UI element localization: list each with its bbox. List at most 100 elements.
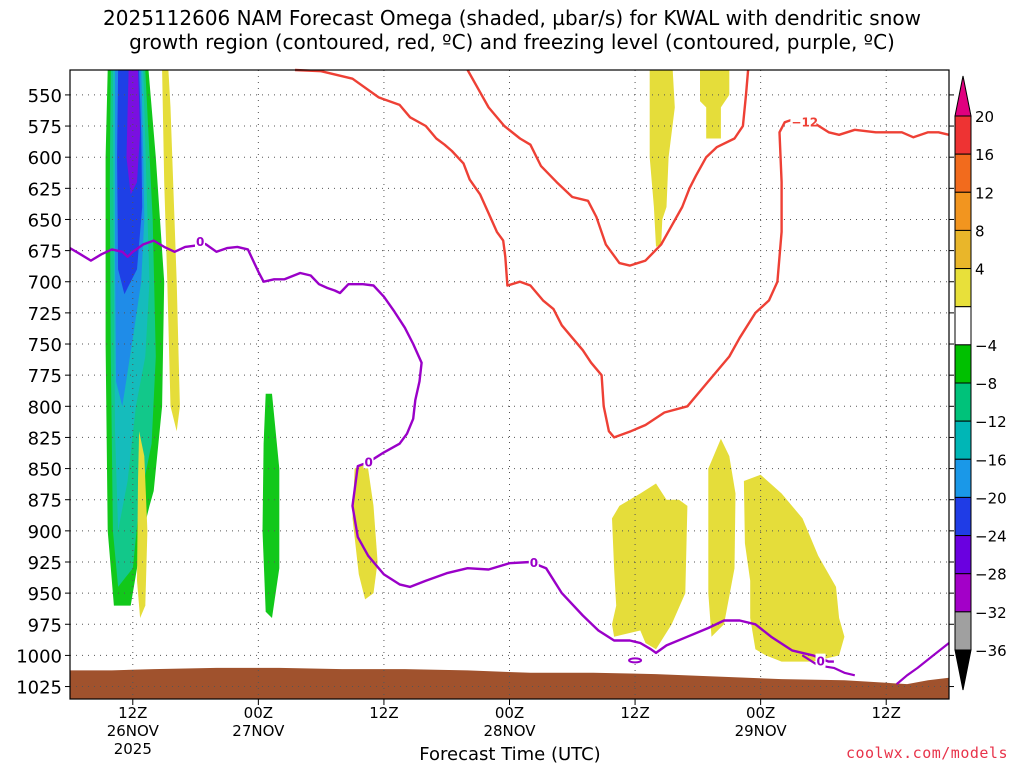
colorbar-arrow-bottom: [954, 649, 972, 691]
chart-title: 2025112606 NAM Forecast Omega (shaded, µ…: [0, 6, 1024, 54]
ytick-label-900: 900: [28, 522, 62, 543]
colorbar-label-5: −4: [975, 337, 997, 355]
shade-yellow-low-2: [708, 438, 736, 637]
xtick-label-72: 00Z: [746, 704, 775, 722]
purple-contour-tail: [801, 654, 856, 677]
ytick-label-1025: 1025: [16, 678, 62, 699]
colorbar-cell-7: [954, 382, 972, 422]
colorbar-label-9: −20: [975, 489, 1007, 507]
y-axis: 550 575 600 625 650 675 700 725 750 775 800 825 850 8…: [16, 86, 954, 699]
shade-green-27nov: [262, 393, 280, 618]
xtick-date-24: 27NOV: [232, 722, 285, 740]
ytick-label-575: 575: [28, 117, 62, 138]
colorbar-cell-10: [954, 496, 972, 537]
shade-yellow-low-3: [743, 474, 845, 662]
purple-contour-main: [69, 239, 834, 663]
xtick-label-84: 12Z: [872, 704, 901, 722]
colorbar-cell-3: [954, 229, 972, 270]
colorbar-label-10: −24: [975, 528, 1007, 546]
colorbar-cell-8: [954, 420, 972, 460]
colorbar-label-13: −36: [975, 642, 1007, 660]
xtick-date-72: 29NOV: [735, 722, 788, 740]
shade-yellow-27nov: [352, 462, 378, 600]
ytick-label-550: 550: [28, 86, 62, 107]
xtick-label-24: 00Z: [244, 704, 273, 722]
colorbar-label-1: 16: [975, 146, 994, 164]
xtick-year-12: 2025: [114, 740, 152, 758]
xtick-label-48: 00Z: [495, 704, 524, 722]
ytick-label-625: 625: [28, 179, 62, 200]
colorbar: 20 16 12 8 4 −4 −8 −12 −16 −20 −24 −28 −32 −36: [954, 75, 1007, 691]
ytick-label-700: 700: [28, 273, 62, 294]
colorbar-cell-0: [954, 115, 972, 155]
ytick-label-775: 775: [28, 366, 62, 387]
colorbar-arrow-top: [954, 75, 972, 117]
red-contour-label: −12: [791, 115, 818, 129]
ytick-label-975: 975: [28, 615, 62, 636]
ytick-label-650: 650: [28, 210, 62, 231]
xtick-date-12: 26NOV: [107, 722, 160, 740]
xtick-date-48: 28NOV: [483, 722, 536, 740]
colorbar-cell-2: [954, 191, 972, 231]
ground-layer: [70, 667, 949, 699]
credit-link[interactable]: coolwx.com/models: [845, 744, 1008, 762]
xtick-label-60: 12Z: [620, 704, 649, 722]
xtick-label-12: 12Z: [118, 704, 147, 722]
shade-yellow-low-1: [612, 483, 688, 650]
colorbar-cell-13: [954, 611, 972, 651]
red-contour-2: [466, 69, 750, 267]
ytick-label-1000: 1000: [16, 646, 62, 667]
ytick-label-950: 950: [28, 584, 62, 605]
colorbar-cell-5: [954, 306, 972, 346]
contours: −12 0 0 0 0: [69, 68, 950, 685]
colorbar-cell-1: [954, 153, 972, 193]
purple-contour-label-1: 0: [196, 235, 204, 249]
colorbar-label-0: 20: [975, 108, 994, 126]
ytick-label-825: 825: [28, 428, 62, 449]
x-axis-label-text: Forecast Time (UTC): [419, 744, 601, 765]
colorbar-cell-6: [954, 344, 972, 384]
ground-fill: [70, 667, 949, 699]
ytick-label-850: 850: [28, 460, 62, 481]
purple-contour-label-4: 0: [817, 655, 825, 669]
colorbar-cell-12: [954, 573, 972, 613]
colorbar-label-4: 4: [975, 261, 985, 279]
ytick-label-675: 675: [28, 242, 62, 263]
title-line-1: 2025112606 NAM Forecast Omega (shaded, µ…: [103, 6, 921, 30]
purple-contour-label-2: 0: [364, 455, 372, 469]
x-axis-label: Forecast Time (UTC): [0, 744, 1024, 765]
colorbar-cell-11: [954, 535, 972, 575]
colorbar-label-6: −8: [975, 375, 997, 393]
ytick-label-925: 925: [28, 553, 62, 574]
shade-purple-column: [126, 70, 141, 195]
ytick-label-750: 750: [28, 335, 62, 356]
colorbar-label-7: −12: [975, 413, 1007, 431]
omega-shading: [105, 70, 845, 662]
colorbar-cell-9: [954, 458, 972, 498]
ytick-label-875: 875: [28, 491, 62, 512]
purple-contour-label-2-bg: [363, 454, 374, 469]
ytick-label-800: 800: [28, 397, 62, 418]
purple-contour-label-3-bg: [528, 555, 539, 570]
colorbar-cell-4: [954, 268, 972, 308]
ytick-label-725: 725: [28, 304, 62, 325]
xtick-label-36: 12Z: [369, 704, 398, 722]
purple-contour-label-1-bg: [194, 233, 205, 248]
colorbar-label-12: −32: [975, 604, 1007, 622]
shade-yellow-strip-2: [137, 431, 148, 618]
title-line-2: growth region (contoured, red, ºC) and f…: [129, 30, 895, 54]
colorbar-label-3: 8: [975, 222, 985, 240]
shade-yellow-top-1: [649, 70, 675, 247]
shade-yellow-top-2: [700, 70, 730, 139]
purple-contour-label-4-bg: [815, 653, 826, 668]
purple-contour-right: [895, 642, 950, 685]
purple-contour-loop: [628, 657, 643, 664]
purple-contour-label-3: 0: [530, 556, 538, 570]
red-contour-label-bg: [790, 114, 817, 129]
ytick-label-600: 600: [28, 148, 62, 169]
colorbar-label-11: −28: [975, 566, 1007, 584]
colorbar-label-8: −16: [975, 451, 1007, 469]
colorbar-label-2: 12: [975, 184, 994, 202]
